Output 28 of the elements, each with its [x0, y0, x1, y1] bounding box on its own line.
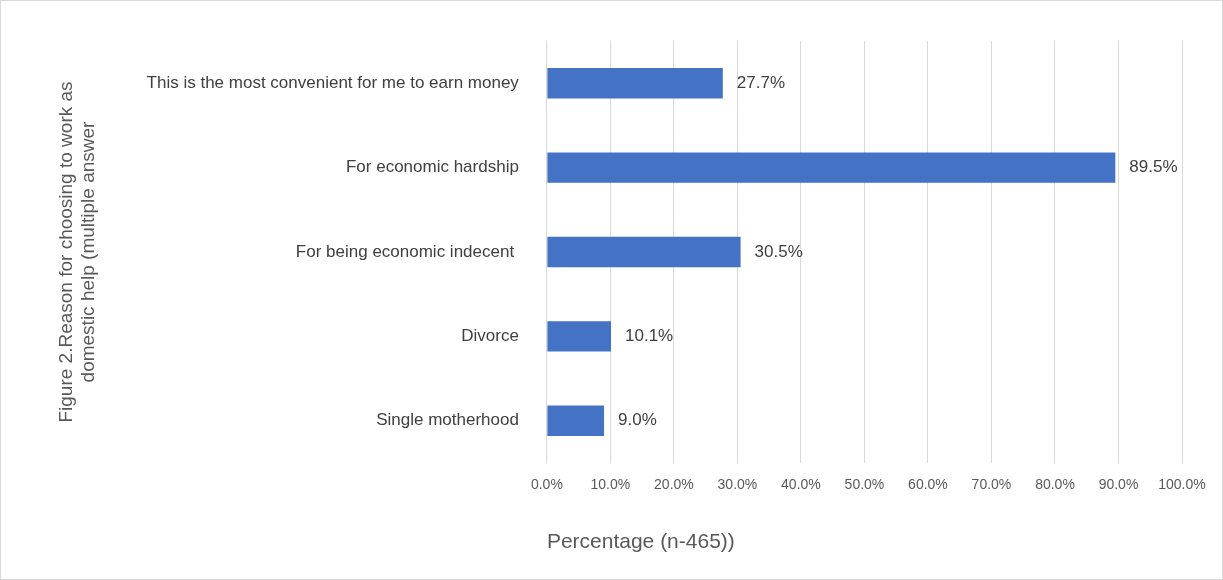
- data-label: 89.5%: [1129, 157, 1178, 177]
- x-tick-label: 40.0%: [781, 476, 821, 493]
- x-tick-label: 30.0%: [717, 476, 758, 493]
- bar: [547, 321, 612, 352]
- data-label: 9.0%: [618, 410, 657, 430]
- x-axis-title: Percentage (n-465)): [546, 529, 735, 553]
- data-label: 30.5%: [754, 241, 803, 261]
- bar: [547, 68, 723, 99]
- y-tick-label: This is the most convenient for me to earn money: [146, 72, 520, 92]
- x-tick-label: 0.0%: [530, 476, 563, 493]
- y-tick-label: Divorce: [461, 326, 519, 346]
- y-axis-title: Figure 2.Reason for choosing to work as domestic help (multiple answer: [54, 81, 99, 423]
- x-tick-label: 90.0%: [1098, 476, 1139, 493]
- x-tick-label: 100.0%: [1158, 476, 1206, 493]
- x-tick-label: 60.0%: [908, 476, 948, 493]
- y-tick-label: Single motherhood: [376, 410, 519, 430]
- y-tick-label: For economic hardship: [345, 157, 519, 177]
- data-label: 10.1%: [625, 326, 674, 346]
- x-tick-label: 20.0%: [654, 476, 694, 493]
- x-tick-label: 50.0%: [844, 476, 885, 493]
- bar: [547, 152, 1116, 183]
- data-label: 27.7%: [736, 72, 786, 92]
- y-tick-label: For being economic indecent: [295, 241, 519, 261]
- x-tick-label: 70.0%: [971, 476, 1012, 493]
- x-tick-label: 10.0%: [590, 476, 631, 493]
- x-tick-label: 80.0%: [1035, 476, 1075, 493]
- bar: [547, 405, 605, 436]
- bar: [547, 236, 741, 268]
